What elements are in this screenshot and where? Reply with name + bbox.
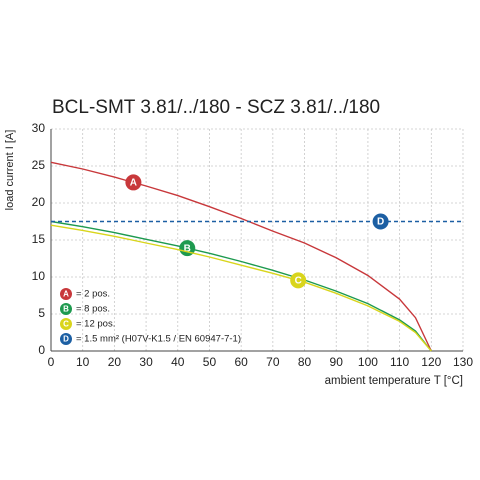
x-tick-label: 50: [203, 355, 217, 369]
x-tick-label: 90: [330, 355, 344, 369]
x-tick-label: 80: [298, 355, 312, 369]
y-tick-label: 0: [38, 343, 45, 357]
y-tick-label: 30: [32, 121, 46, 135]
x-tick-label: 100: [358, 355, 378, 369]
x-tick-label: 130: [453, 355, 473, 369]
marker-badge: [125, 174, 142, 191]
marker-badge: [60, 303, 72, 315]
x-tick-label: 30: [139, 355, 153, 369]
marker-letter: A: [63, 290, 69, 299]
marker-badge: [60, 333, 72, 345]
series-line: [50, 161, 432, 352]
y-tick-label: 20: [32, 195, 46, 209]
x-tick-label: 40: [171, 355, 185, 369]
x-tick-label: 10: [76, 355, 90, 369]
x-tick-label: 60: [234, 355, 248, 369]
marker-badge: [372, 213, 389, 230]
marker-badge: [290, 272, 307, 289]
legend-label: = 12 pos.: [76, 319, 115, 330]
y-tick-label: 15: [32, 232, 46, 246]
x-tick-label: 120: [421, 355, 441, 369]
y-tick-label: 5: [38, 306, 45, 320]
series-line: [50, 224, 432, 352]
marker-letter: B: [184, 243, 191, 254]
series-line: [50, 220, 432, 352]
marker-badge: [60, 288, 72, 300]
legend-label: = 1.5 mm² (H07V-K1.5 / EN 60947-7-1): [76, 334, 241, 345]
legend-label: = 2 pos.: [76, 289, 110, 300]
x-tick-label: 0: [48, 355, 55, 369]
y-axis-label: load current I [A]: [4, 130, 16, 211]
x-tick-label: 20: [108, 355, 122, 369]
marker-badge: [60, 318, 72, 330]
marker-letter: C: [63, 320, 69, 329]
x-tick-label: 110: [390, 355, 409, 369]
marker-letter: A: [130, 178, 137, 189]
legend-label: = 8 pos.: [76, 304, 110, 315]
y-tick-label: 10: [32, 269, 46, 283]
x-tick-label: 70: [266, 355, 280, 369]
chart-title: BCL-SMT 3.81/../180 - SCZ 3.81/../180: [52, 97, 380, 118]
marker-letter: D: [63, 335, 69, 344]
marker-letter: B: [63, 305, 69, 314]
marker-letter: C: [295, 276, 302, 287]
x-axis-label: ambient temperature T [°C]: [325, 375, 463, 387]
marker-letter: D: [377, 217, 384, 228]
y-tick-label: 25: [32, 158, 46, 172]
